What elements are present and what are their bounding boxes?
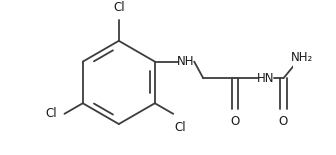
Text: O: O (230, 115, 240, 128)
Text: HN: HN (257, 72, 275, 85)
Text: NH₂: NH₂ (291, 51, 313, 64)
Text: Cl: Cl (45, 107, 57, 120)
Text: Cl: Cl (113, 1, 125, 14)
Text: O: O (279, 115, 288, 128)
Text: NH: NH (177, 55, 195, 68)
Text: Cl: Cl (175, 121, 186, 134)
